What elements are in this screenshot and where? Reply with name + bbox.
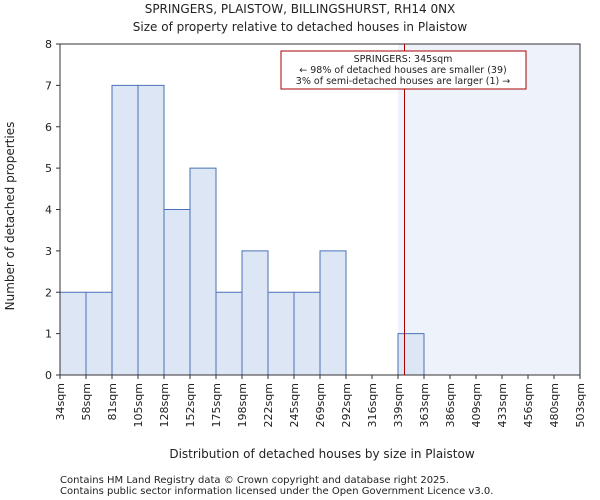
- x-tick-label: 480sqm: [548, 383, 561, 427]
- x-tick-label: 292sqm: [340, 383, 353, 427]
- histogram-bar: [267, 291, 295, 376]
- histogram-bar: [397, 333, 425, 376]
- y-tick-label: 0: [45, 369, 52, 382]
- histogram-bar: [319, 250, 347, 376]
- y-tick-label: 2: [45, 286, 52, 299]
- y-tick-label: 7: [45, 79, 52, 92]
- histogram-bar: [215, 291, 243, 376]
- y-tick-label: 6: [45, 121, 52, 134]
- x-tick-label: 81sqm: [106, 383, 119, 420]
- x-tick-label: 245sqm: [288, 383, 301, 427]
- x-tick-label: 198sqm: [236, 383, 249, 427]
- x-tick-label: 128sqm: [158, 383, 171, 427]
- annotation-line-2: ← 98% of detached houses are smaller (39…: [299, 65, 506, 76]
- histogram-bar: [111, 84, 139, 376]
- histogram-bar: [241, 250, 269, 376]
- x-tick-label: 386sqm: [444, 383, 457, 427]
- footer-line-1: Contains HM Land Registry data © Crown c…: [60, 475, 449, 486]
- x-tick-label: 152sqm: [184, 383, 197, 427]
- histogram-bar: [189, 167, 217, 376]
- y-tick-label: 1: [45, 328, 52, 341]
- histogram-bar: [59, 291, 87, 376]
- x-tick-label: 339sqm: [392, 383, 405, 427]
- x-tick-label: 58sqm: [80, 383, 93, 420]
- x-tick-label: 222sqm: [262, 383, 275, 427]
- annotation-line-1: SPRINGERS: 345sqm: [354, 54, 453, 65]
- x-tick-label: 316sqm: [366, 383, 379, 427]
- x-tick-label: 105sqm: [132, 383, 145, 427]
- x-tick-label: 433sqm: [496, 383, 509, 427]
- annotation-line-3: 3% of semi-detached houses are larger (1…: [296, 76, 510, 87]
- x-tick-label: 503sqm: [574, 383, 587, 427]
- y-axis-label: Number of detached properties: [3, 122, 17, 311]
- histogram-bar: [85, 291, 113, 376]
- y-tick-label: 4: [45, 204, 52, 217]
- y-tick-label: 8: [45, 38, 52, 51]
- y-tick-label: 3: [45, 245, 52, 258]
- x-tick-label: 175sqm: [210, 383, 223, 427]
- histogram-bar: [137, 84, 165, 376]
- y-tick-label: 5: [45, 162, 52, 175]
- chart-title: SPRINGERS, PLAISTOW, BILLINGSHURST, RH14…: [145, 2, 456, 16]
- x-tick-label: 363sqm: [418, 383, 431, 427]
- x-axis-label: Distribution of detached houses by size …: [169, 447, 474, 461]
- chart-subtitle: Size of property relative to detached ho…: [133, 20, 468, 34]
- annotation-box: [280, 50, 527, 90]
- x-tick-label: 409sqm: [470, 383, 483, 427]
- footer-line-2: Contains public sector information licen…: [60, 486, 493, 497]
- histogram-bar: [293, 291, 321, 376]
- larger-region-shade: [398, 44, 580, 375]
- plot-area: 0 1 2 3 4 5 6 7 8 34sqm 58sqm 81sqm 105sqm 128sqm 152s…: [45, 38, 587, 427]
- x-tick-label: 456sqm: [522, 383, 535, 427]
- x-tick-label: 269sqm: [314, 383, 327, 427]
- histogram-bar: [163, 209, 191, 376]
- x-tick-label: 34sqm: [54, 383, 67, 420]
